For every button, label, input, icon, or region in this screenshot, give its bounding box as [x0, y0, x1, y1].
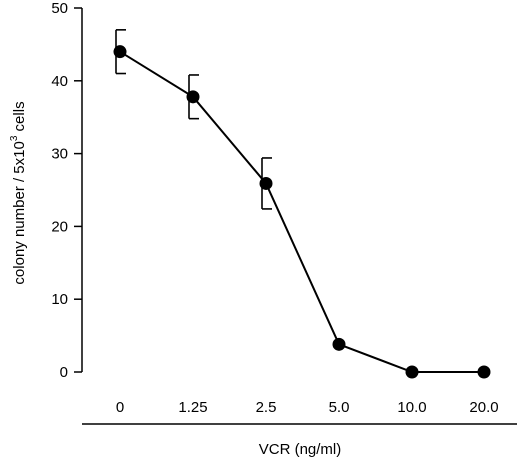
data-point — [332, 337, 346, 351]
data-point — [259, 176, 273, 190]
y-tick-label: 10 — [51, 291, 68, 308]
x-tick-label: 2.5 — [256, 399, 277, 416]
y-tick-label: 30 — [51, 146, 68, 163]
data-point — [186, 90, 200, 104]
x-tick-label: 20.0 — [469, 399, 498, 416]
x-axis: 0 1.25 2.5 5.0 10.0 20.0 — [116, 399, 499, 416]
y-axis-label-prefix: colony number / 5x10 — [11, 141, 28, 284]
data-point — [113, 45, 127, 59]
x-tick-label: 10.0 — [397, 399, 426, 416]
y-tick-label: 40 — [51, 73, 68, 90]
y-axis-label-suffix: cells — [11, 101, 28, 135]
data-point — [405, 365, 419, 379]
series-layer — [113, 29, 491, 379]
x-tick-label: 5.0 — [329, 399, 350, 416]
y-axis-label-superscript: 3 — [9, 135, 20, 141]
series-line — [119, 50, 484, 373]
x-axis-label: VCR (ng/ml) — [259, 441, 342, 458]
y-axis: 0 10 20 30 40 50 — [51, 0, 83, 381]
data-point — [477, 365, 491, 379]
x-tick-label: 0 — [116, 399, 124, 416]
y-tick-label: 0 — [60, 364, 68, 381]
x-tick-label: 1.25 — [178, 399, 207, 416]
y-tick-label: 50 — [51, 0, 68, 17]
y-tick-label: 20 — [51, 218, 68, 235]
y-axis-label: colony number / 5x103 cells — [9, 101, 28, 284]
